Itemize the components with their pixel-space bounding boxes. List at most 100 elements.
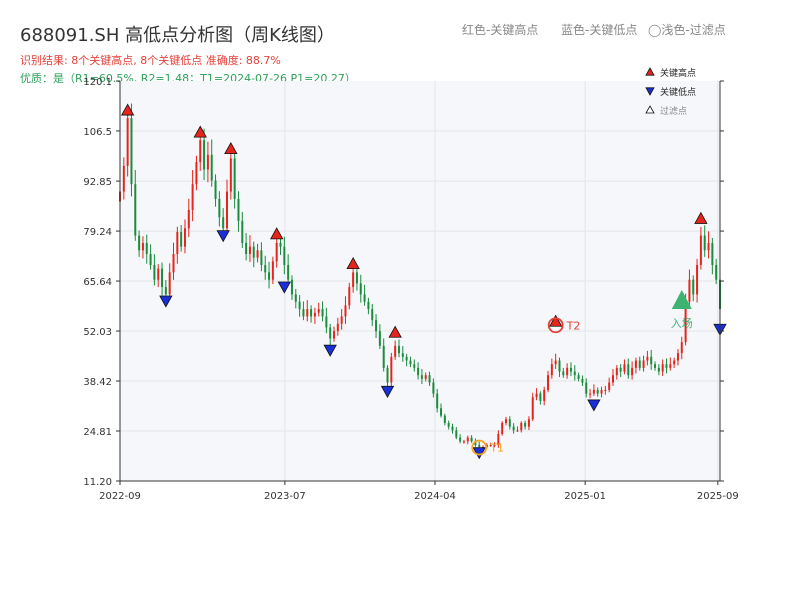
candlestick <box>348 282 351 310</box>
candle-body <box>241 220 244 243</box>
candle-body <box>248 246 251 255</box>
candlestick <box>161 262 164 296</box>
candle-body <box>508 419 511 427</box>
candlestick <box>638 356 641 371</box>
candle-body <box>298 301 301 310</box>
candle-body <box>531 397 534 420</box>
candle-body <box>489 445 492 447</box>
candlestick <box>306 300 309 322</box>
candlestick <box>130 103 133 197</box>
candlestick <box>344 296 347 324</box>
candle-body <box>424 375 427 379</box>
candlestick <box>180 225 183 252</box>
candlestick <box>237 191 240 232</box>
candlestick <box>615 365 618 380</box>
candlestick <box>600 386 603 398</box>
candlestick <box>696 258 699 303</box>
candlestick <box>676 349 679 366</box>
candle-body <box>627 364 630 376</box>
candle-body <box>122 165 125 192</box>
x-tick-label: 2025-01 <box>564 491 606 502</box>
t2-ring <box>547 317 564 334</box>
candlestick <box>688 269 691 308</box>
candle-body <box>279 242 282 247</box>
candlestick <box>623 359 626 375</box>
candle-body <box>394 345 397 357</box>
candle-body <box>420 375 423 379</box>
candle-body <box>692 279 695 295</box>
candle-body <box>153 265 156 280</box>
key-high-marker <box>120 103 135 116</box>
key-low-marker <box>216 230 230 243</box>
t1-ring <box>471 439 488 456</box>
candlestick <box>654 361 657 371</box>
candlestick <box>634 357 637 374</box>
candlestick <box>520 421 523 433</box>
candle-body <box>333 331 336 339</box>
candle-body <box>168 272 171 295</box>
candlestick <box>512 423 515 434</box>
candle-body <box>145 242 148 255</box>
candle-body <box>260 250 263 266</box>
candlestick <box>157 264 160 287</box>
y-tick-label: 38.42 <box>83 377 112 388</box>
candlestick <box>241 211 244 249</box>
candle-body <box>401 353 404 357</box>
candlestick <box>248 235 251 263</box>
candlestick <box>287 254 290 285</box>
candlestick <box>608 377 611 393</box>
candle-body <box>245 242 248 255</box>
candle-body <box>696 265 699 295</box>
candle-body <box>378 331 381 346</box>
candlestick <box>313 307 316 324</box>
candlestick <box>268 261 271 289</box>
candle-body <box>313 312 316 317</box>
candle-body <box>512 426 515 431</box>
candlestick <box>669 357 672 371</box>
candlestick <box>333 326 336 342</box>
candlestick <box>699 227 702 270</box>
candlestick <box>191 170 194 222</box>
legend-low-icon <box>645 87 655 96</box>
candlestick <box>661 359 664 377</box>
candle-body <box>436 393 439 409</box>
candlestick <box>310 305 313 323</box>
candle-body <box>252 246 255 258</box>
candlestick <box>413 359 416 372</box>
candlestick <box>164 280 167 299</box>
candlestick <box>290 275 293 300</box>
candlestick <box>153 254 156 286</box>
candle-body <box>623 364 626 372</box>
key-high-marker <box>388 325 402 338</box>
t2-label: T2 <box>566 319 581 332</box>
candle-body <box>650 356 653 365</box>
candle-body <box>474 441 477 446</box>
candle-body <box>459 437 462 442</box>
candle-body <box>382 345 385 368</box>
candlestick <box>589 388 592 399</box>
candle-body <box>596 389 599 394</box>
legend-label: 关键低点 <box>660 86 696 98</box>
candlestick <box>386 365 389 387</box>
key-high-marker <box>694 211 708 224</box>
candle-body <box>130 118 133 185</box>
candlestick <box>172 242 175 280</box>
y-tick-label: 11.20 <box>83 477 112 488</box>
candle-body <box>661 364 664 372</box>
candle-body <box>699 235 702 266</box>
candle-body <box>195 162 198 185</box>
candlestick <box>256 243 259 263</box>
color-note-filtered: ◯浅色-过滤点 <box>648 23 726 37</box>
candle-body <box>581 378 584 383</box>
candlestick <box>657 364 660 376</box>
candle-body <box>447 422 450 427</box>
candle-body <box>229 158 232 192</box>
candlestick <box>443 413 446 426</box>
candle-body <box>226 191 229 229</box>
candle-body <box>539 393 542 401</box>
candle-body <box>619 367 622 372</box>
candlestick <box>550 358 553 379</box>
candlestick <box>436 388 439 413</box>
candlestick <box>214 174 217 207</box>
candlestick <box>122 157 125 200</box>
